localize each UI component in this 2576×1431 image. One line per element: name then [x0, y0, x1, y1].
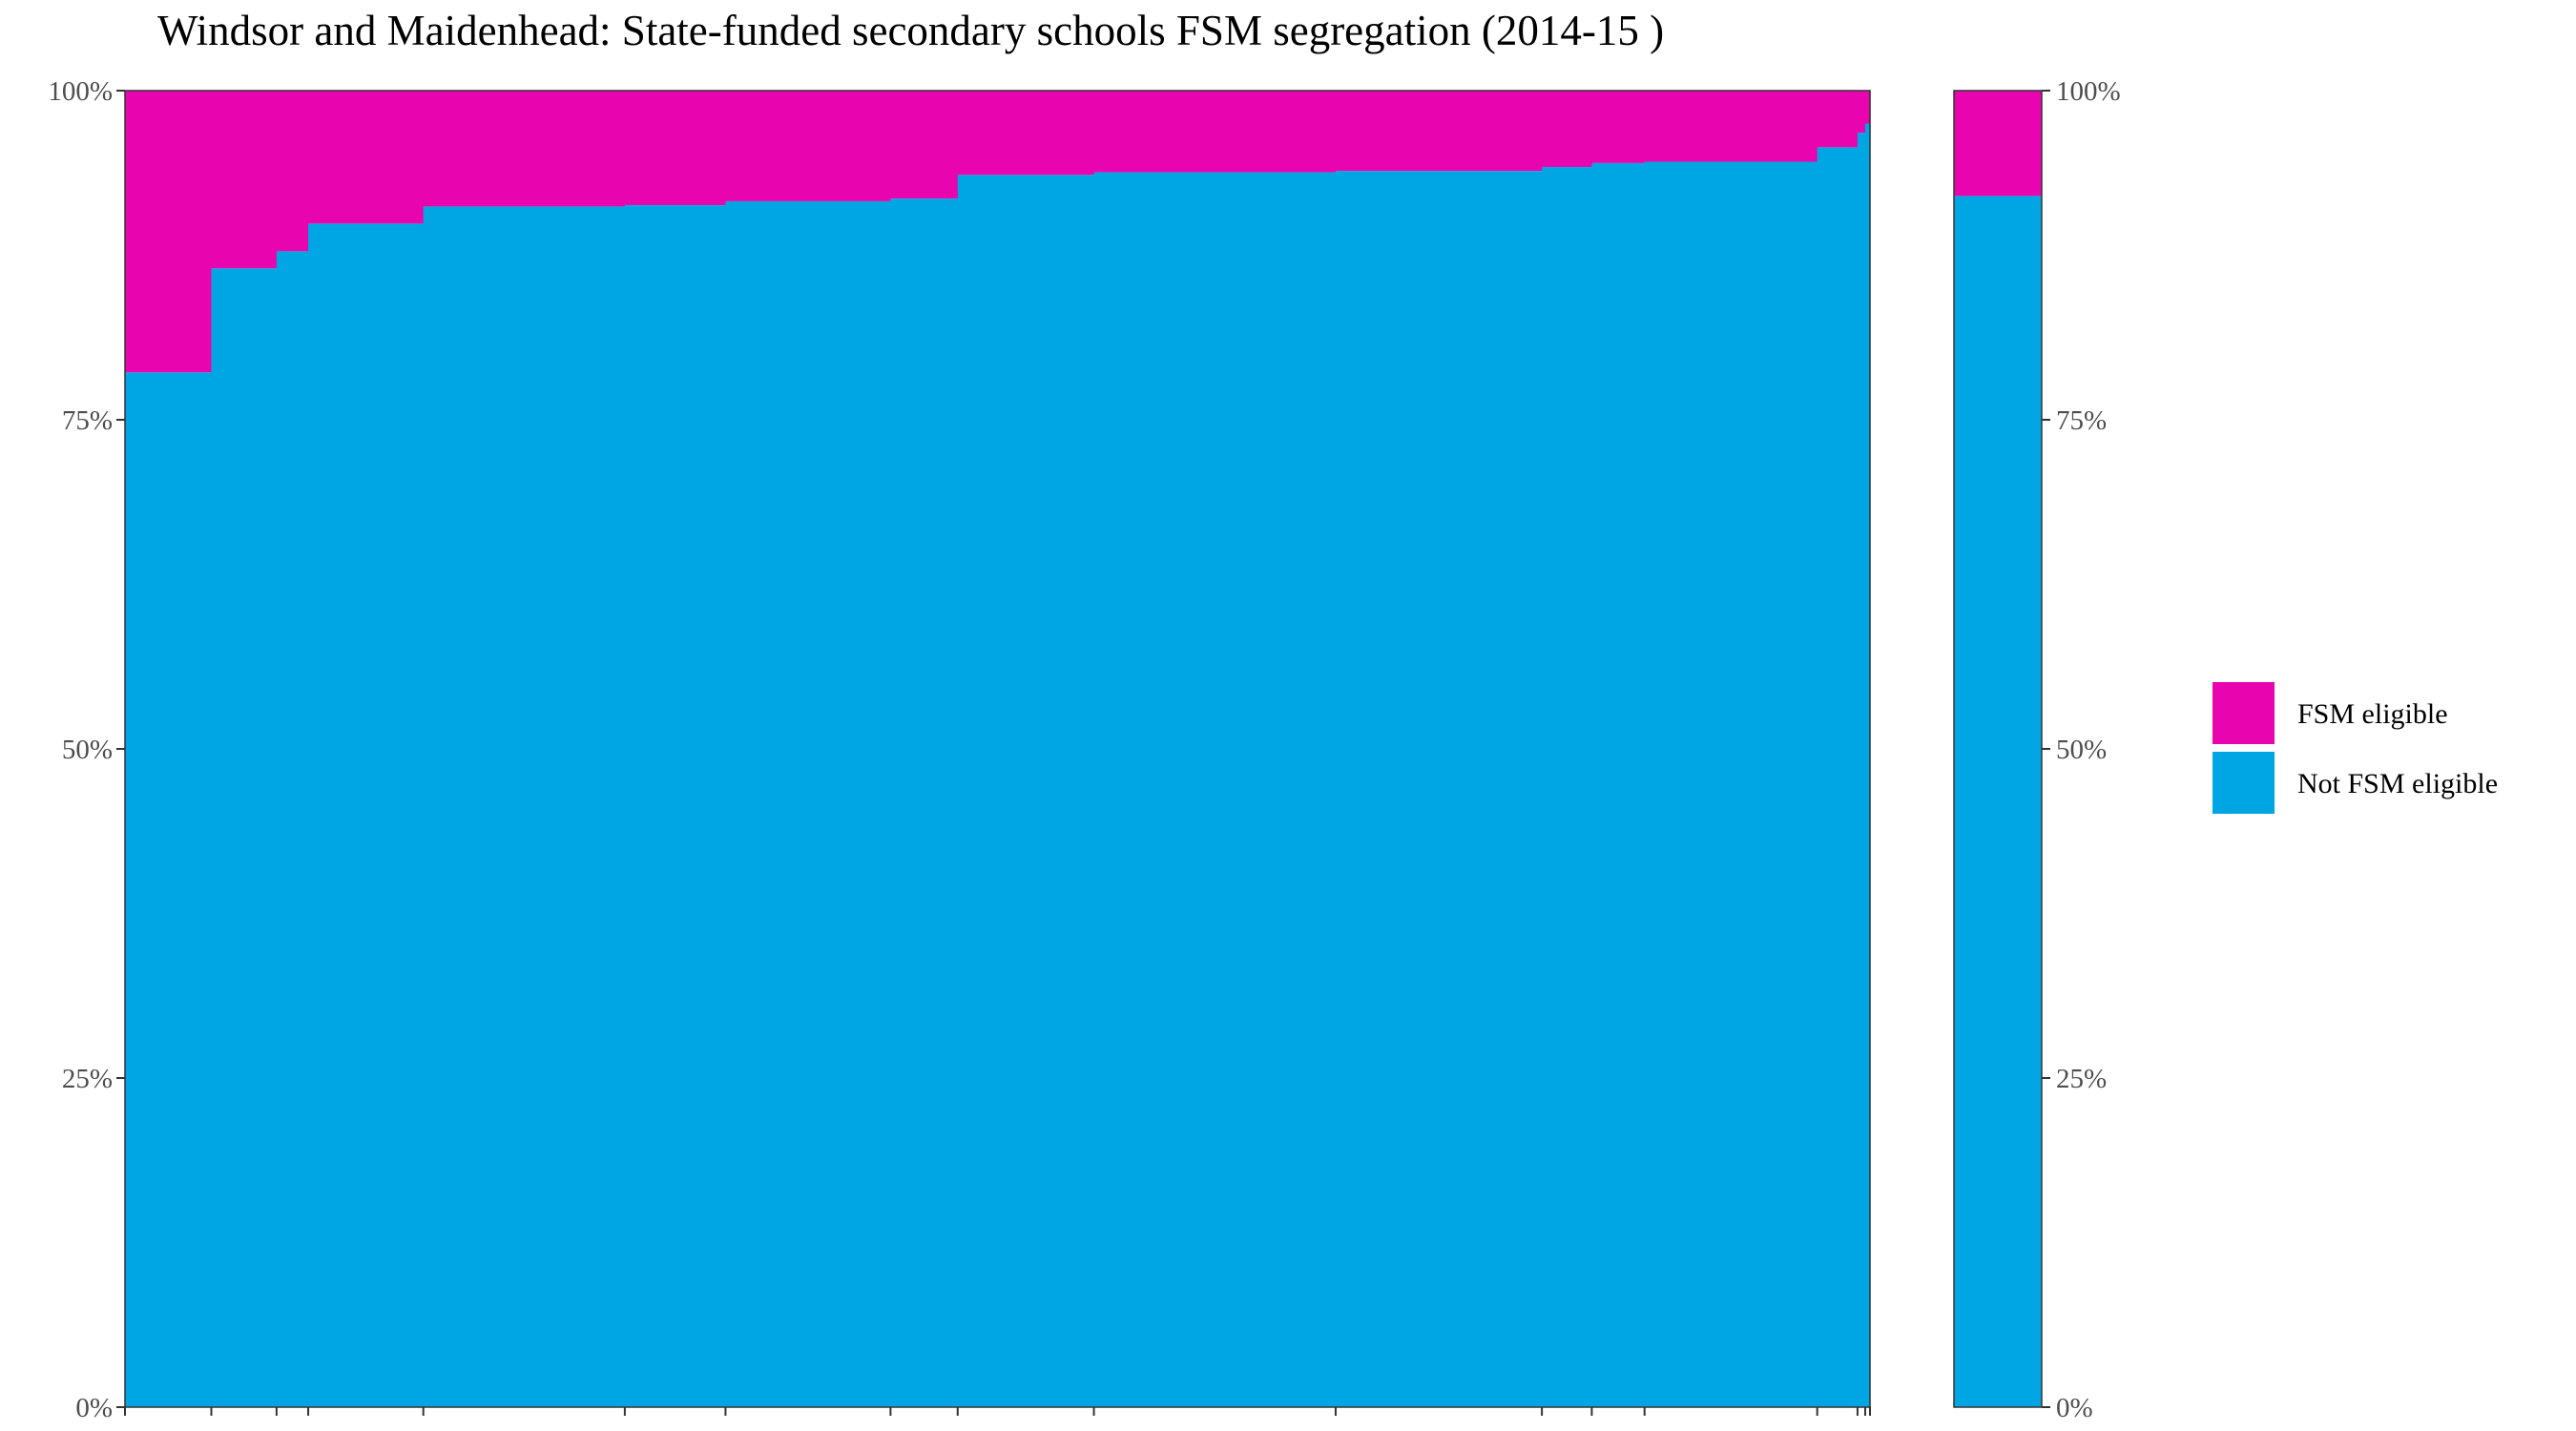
school-bars [125, 91, 1871, 1408]
y-tick-label-right: 75% [2056, 405, 2107, 436]
bar-not-fsm-school-8 [890, 198, 959, 1407]
bar-fsm-school-5 [423, 91, 626, 207]
bar-fsm-school-2 [211, 91, 278, 269]
bar-not-fsm-school-1 [125, 372, 213, 1407]
legend-swatch-not-fsm-eligible [2212, 752, 2275, 814]
bar-fsm-school-16 [1857, 91, 1866, 134]
chart-title: Windsor and Maidenhead: State-funded sec… [157, 7, 1665, 54]
y-tick-label-right: 50% [2056, 735, 2107, 765]
bar-fsm-overall [1954, 91, 2042, 197]
y-tick-label-left: 0% [75, 1393, 113, 1423]
bar-fsm-school-10 [1093, 91, 1337, 173]
overall-bar [1954, 91, 2042, 1407]
legend: FSM eligible Not FSM eligible [2212, 682, 2498, 814]
bar-fsm-school-13 [1591, 91, 1646, 163]
legend-swatch-fsm-eligible [2212, 682, 2275, 744]
bar-fsm-school-4 [308, 91, 425, 224]
bar-not-fsm-school-12 [1542, 167, 1593, 1407]
bar-not-fsm-school-13 [1591, 162, 1646, 1407]
y-tick-label-right: 0% [2056, 1393, 2093, 1423]
bar-fsm-school-3 [276, 91, 309, 252]
bar-not-fsm-school-5 [423, 206, 626, 1408]
bar-not-fsm-school-14 [1644, 161, 1818, 1407]
bar-not-fsm-school-7 [725, 200, 891, 1407]
y-tick-label-left: 100% [48, 76, 113, 107]
y-tick-label-left: 25% [62, 1064, 113, 1094]
legend-label-fsm-eligible: FSM eligible [2297, 698, 2448, 730]
bar-not-fsm-school-15 [1817, 147, 1859, 1408]
bar-not-fsm-school-3 [276, 251, 309, 1407]
bar-fsm-school-9 [957, 91, 1095, 176]
bar-not-fsm-school-10 [1093, 172, 1337, 1407]
bar-fsm-school-6 [624, 91, 727, 206]
axes: 0% 0% 25% 25% 50% 50% 75% 75% 100% 100% [48, 76, 2120, 1423]
y-tick-label-right: 100% [2056, 76, 2121, 107]
y-tick-label-left: 50% [62, 735, 113, 765]
y-tick-label-left: 75% [62, 405, 113, 436]
bar-fsm-school-15 [1817, 91, 1859, 148]
legend-label-not-fsm-eligible: Not FSM eligible [2297, 768, 2498, 799]
bar-not-fsm-school-4 [308, 223, 425, 1407]
bar-fsm-school-17 [1864, 91, 1871, 124]
bar-fsm-school-11 [1335, 91, 1543, 172]
bar-fsm-school-1 [125, 91, 213, 373]
bar-not-fsm-school-6 [624, 205, 727, 1407]
bar-fsm-school-8 [890, 91, 959, 199]
bar-not-fsm-school-16 [1857, 133, 1866, 1407]
bar-not-fsm-school-17 [1864, 123, 1871, 1407]
bar-not-fsm-school-9 [957, 175, 1095, 1407]
bar-fsm-school-12 [1542, 91, 1593, 168]
y-tick-label-right: 25% [2056, 1064, 2107, 1094]
bar-not-fsm-overall [1954, 196, 2042, 1407]
bar-not-fsm-school-2 [211, 268, 278, 1407]
bar-fsm-school-7 [725, 91, 891, 201]
bar-fsm-school-14 [1644, 91, 1818, 162]
bar-not-fsm-school-11 [1335, 171, 1543, 1408]
